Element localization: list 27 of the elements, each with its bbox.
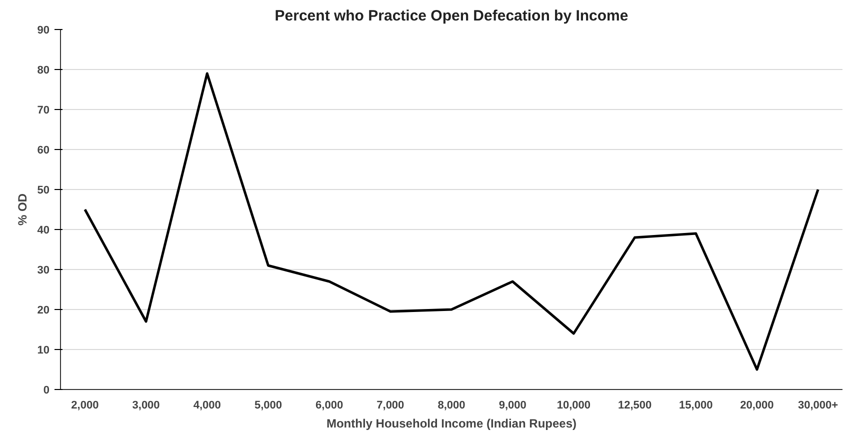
y-axis-title: % OD: [15, 193, 30, 226]
x-tick-label: 5,000: [254, 400, 282, 412]
x-tick-label: 9,000: [498, 400, 526, 412]
x-axis-title: Monthly Household Income (Indian Rupees): [326, 416, 577, 430]
x-tick-label: 12,500: [618, 400, 652, 412]
y-tick-label: 70: [37, 104, 50, 116]
y-tick-label: 80: [37, 64, 50, 76]
x-tick-label: 10,000: [556, 400, 591, 412]
x-tick-label: 3,000: [132, 400, 160, 412]
x-tick-label: 15,000: [679, 400, 713, 412]
x-tick-label: 2,000: [71, 400, 99, 412]
chart-title: Percent who Practice Open Defecation by Income: [274, 8, 628, 24]
x-tick-label: 30,000+: [798, 400, 838, 412]
x-tick-label: 4,000: [193, 400, 221, 412]
y-tick-label: 30: [37, 264, 50, 276]
y-tick-label: 40: [37, 224, 50, 236]
y-tick-label: 0: [43, 384, 50, 396]
y-tick-label: 90: [37, 24, 50, 36]
y-tick-label: 10: [37, 344, 50, 356]
y-tick-label: 60: [37, 144, 50, 156]
x-tick-label: 6,000: [316, 400, 344, 412]
x-tick-label: 20,000: [740, 400, 774, 412]
y-tick-label: 50: [37, 184, 50, 196]
line-series: [84, 72, 820, 371]
x-tick-label: 7,000: [376, 400, 404, 412]
y-tick-label: 20: [37, 304, 50, 316]
x-tick-label: 8,000: [438, 400, 466, 412]
